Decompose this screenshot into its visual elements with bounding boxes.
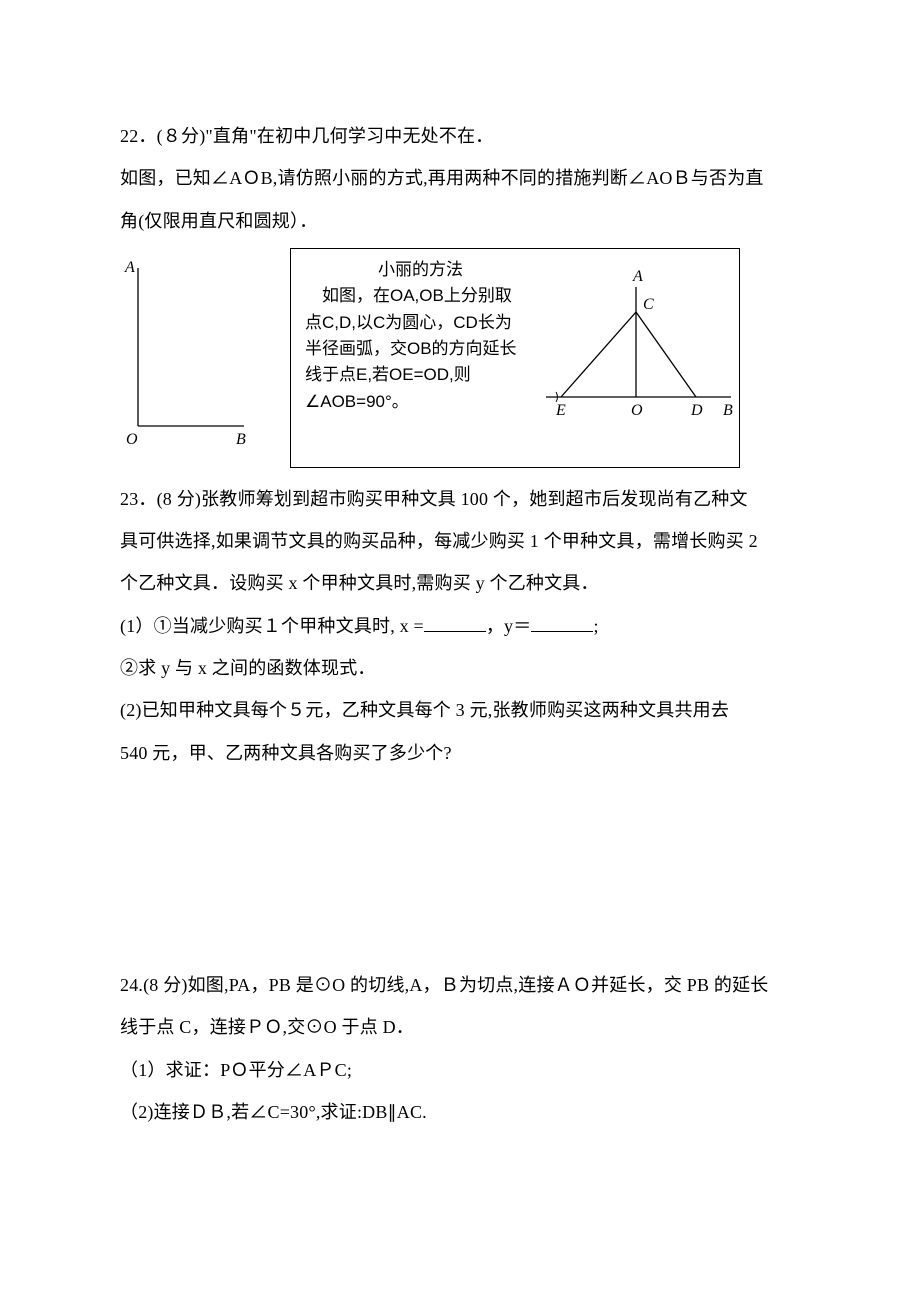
q23-l5: ②求 y 与 x 之间的函数体现式．: [120, 647, 810, 689]
q22-figure-row: A O B 小丽的方法 如图，在OA,OB上分别取 点C,D,以C为圆心，CD长…: [120, 248, 810, 468]
q23-l6: (2)已知甲种文具每个５元，乙种文具每个 3 元,张教师购买这两种文具共用去: [120, 689, 810, 731]
lbl-O2: O: [631, 402, 643, 419]
q24-l1: 24.(8 分)如图,PA，PB 是⊙O 的切线,A，Ｂ为切点,连接ＡＯ并延长，…: [120, 964, 810, 1006]
q23-l4: (1）①当减少购买１个甲种文具时, x = ，y＝;: [120, 605, 810, 647]
lbl-C: C: [643, 296, 654, 313]
q23-l4a: (1）①当减少购买１个甲种文具时, x =: [120, 616, 424, 636]
q23-l4c: ;: [593, 616, 598, 636]
q22-method-box: 小丽的方法 如图，在OA,OB上分别取 点C,D,以C为圆心，CD长为 半径画弧…: [290, 248, 740, 468]
method-t2: 点C,D,以C为圆心，CD长为: [305, 310, 536, 336]
method-t1: 如图，在OA,OB上分别取: [305, 283, 536, 309]
label-A: A: [124, 259, 135, 276]
q23-l3: 个乙种文具．设购买 x 个甲种文具时,需购买 y 个乙种文具．: [120, 562, 810, 604]
angle-svg: A O B: [120, 248, 250, 458]
blank-y: [531, 615, 593, 632]
q23-l2: 具可供选择,如果调节文具的购买品种，每减少购买 1 个甲种文具，需增长购买 2: [120, 520, 810, 562]
line-EC: [561, 312, 636, 397]
lbl-A2: A: [632, 268, 643, 285]
lbl-D: D: [690, 402, 703, 419]
q23-l7: 540 元，甲、乙两种文具各购买了多少个?: [120, 732, 810, 774]
lbl-B2: B: [723, 402, 733, 419]
label-B: B: [236, 431, 246, 448]
q22-left-figure: A O B: [120, 248, 250, 468]
q22-line2: 角(仅限用直尺和圆规）．: [120, 200, 810, 242]
method-figure: A C E O D B: [536, 257, 736, 457]
blank-x: [424, 615, 486, 632]
method-svg: A C E O D B: [536, 257, 736, 427]
lbl-E: E: [555, 402, 566, 419]
vertical-gap: [120, 774, 810, 964]
q23-l1: 23．(8 分)张教师筹划到超市购买甲种文具 100 个，她到超市后发现尚有乙种…: [120, 478, 810, 520]
q22-line1: 如图，已知∠AＯB,请仿照小丽的方式,再用两种不同的措施判断∠AOＢ与否为直: [120, 157, 810, 199]
method-title: 小丽的方法: [305, 257, 536, 283]
method-t5: ∠AOB=90°。: [305, 389, 536, 415]
q24-l2: 线于点 C，连接ＰＯ,交⊙O 于点 D．: [120, 1006, 810, 1048]
method-text: 小丽的方法 如图，在OA,OB上分别取 点C,D,以C为圆心，CD长为 半径画弧…: [305, 257, 536, 457]
q24-l4: （2)连接ＤＢ,若∠C=30°,求证:DB∥AC.: [120, 1091, 810, 1133]
method-t3: 半径画弧，交OB的方向延长: [305, 336, 536, 362]
method-t4: 线于点E,若OE=OD,则: [305, 362, 536, 388]
q22-header: 22．(８分)"直角"在初中几何学习中无处不在．: [120, 115, 810, 157]
exam-page: 22．(８分)"直角"在初中几何学习中无处不在． 如图，已知∠AＯB,请仿照小丽…: [0, 0, 920, 1302]
line-DC: [636, 312, 696, 397]
q24-l3: （1）求证：PＯ平分∠AＰC;: [120, 1049, 810, 1091]
q23-l4b: ，y＝: [486, 616, 532, 636]
label-O: O: [126, 431, 138, 448]
